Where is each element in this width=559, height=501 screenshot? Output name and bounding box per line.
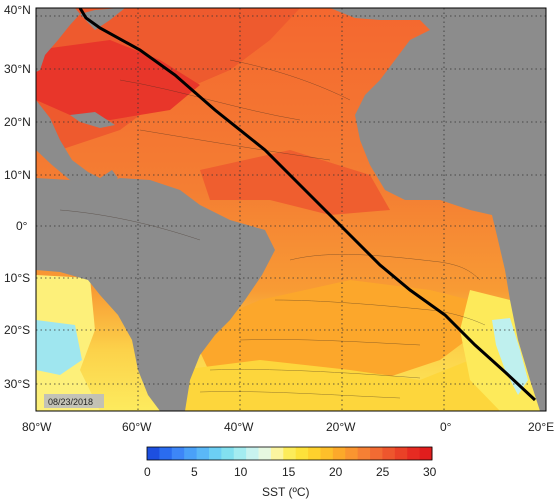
africa-land bbox=[330, 8, 546, 411]
colorbar-swatch bbox=[419, 447, 433, 460]
colorbar-swatch bbox=[320, 447, 334, 460]
lon-tick-20e: 20°E bbox=[528, 420, 554, 434]
lon-tick-80w: 80°W bbox=[22, 420, 52, 434]
lat-tick-30s: 30°S bbox=[4, 377, 30, 391]
cooler-water-region bbox=[180, 360, 546, 411]
colorbar-swatch bbox=[407, 447, 421, 460]
latitude-axis: 40°N 30°N 20°N 10°N 0° 10°S 20°S 30°S bbox=[4, 3, 31, 391]
cuba-land bbox=[70, 112, 115, 128]
cold-upwelling-core bbox=[492, 318, 528, 395]
colorbar-swatch bbox=[345, 447, 359, 460]
lat-tick-10s: 10°S bbox=[4, 271, 30, 285]
colorbar-swatch bbox=[258, 447, 272, 460]
colorbar-tick-10: 10 bbox=[234, 465, 248, 479]
longitude-axis: 80°W 60°W 40°W 20°W 0° 20°E bbox=[22, 420, 554, 434]
iberia-land bbox=[420, 8, 470, 22]
colorbar-swatch bbox=[233, 447, 247, 460]
colorbar-swatch bbox=[159, 447, 173, 460]
lat-tick-20s: 20°S bbox=[4, 323, 30, 337]
hottest-water-region bbox=[36, 40, 200, 120]
north-america-land bbox=[36, 8, 80, 72]
colorbar-swatch bbox=[370, 447, 383, 460]
colorbar-swatch bbox=[184, 447, 198, 460]
colorbar-tick-20: 20 bbox=[329, 465, 343, 479]
colorbar-frame bbox=[146, 446, 433, 461]
colorbar-tick-25: 25 bbox=[376, 465, 390, 479]
florida-land bbox=[80, 8, 125, 30]
colorbar-swatch bbox=[147, 447, 160, 460]
isotherm-contours bbox=[59, 59, 486, 399]
colorbar-swatch bbox=[394, 447, 408, 460]
colorbar-swatch bbox=[332, 447, 346, 460]
colorbar-swatch bbox=[171, 447, 185, 460]
colorbar-tick-15: 15 bbox=[282, 465, 296, 479]
colorbar-swatches bbox=[147, 447, 433, 460]
colorbar-swatch bbox=[308, 447, 321, 460]
colorbar-swatch bbox=[295, 447, 309, 460]
map-plot-area: 08/23/2018 bbox=[36, 8, 546, 411]
colorbar-swatch bbox=[246, 447, 260, 460]
lat-tick-0: 0° bbox=[16, 219, 28, 233]
colorbar-tick-5: 5 bbox=[191, 465, 198, 479]
colorbar-swatch bbox=[196, 447, 210, 460]
lon-tick-60w: 60°W bbox=[122, 420, 152, 434]
colorbar-swatch bbox=[221, 447, 235, 460]
hot-equatorial-band bbox=[200, 150, 390, 215]
cruise-track-line bbox=[78, 8, 537, 402]
lon-tick-20w: 20°W bbox=[326, 420, 356, 434]
lat-tick-20n: 20°N bbox=[4, 115, 31, 129]
colorbar-title: SST (ºC) bbox=[262, 485, 310, 499]
cold-pacific-patch bbox=[36, 320, 82, 375]
colorbar: 0 5 10 15 20 25 30 SST (ºC) bbox=[144, 446, 437, 499]
colorbar-tick-0: 0 bbox=[144, 465, 151, 479]
lon-tick-40w: 40°W bbox=[224, 420, 254, 434]
date-label: 08/23/2018 bbox=[48, 397, 93, 407]
lat-tick-30n: 30°N bbox=[4, 62, 31, 76]
colorbar-swatch bbox=[208, 447, 222, 460]
colorbar-swatch bbox=[357, 447, 371, 460]
colorbar-tick-30: 30 bbox=[423, 465, 437, 479]
lat-tick-40n: 40°N bbox=[4, 3, 31, 17]
south-america-land bbox=[36, 178, 275, 411]
lon-tick-0: 0° bbox=[440, 420, 452, 434]
colorbar-swatch bbox=[270, 447, 284, 460]
colorbar-swatch bbox=[382, 447, 396, 460]
lat-tick-10n: 10°N bbox=[4, 168, 31, 182]
map-frame bbox=[35, 7, 547, 412]
colorbar-swatch bbox=[283, 447, 297, 460]
central-america-land bbox=[36, 100, 118, 190]
date-label-box bbox=[44, 394, 104, 408]
